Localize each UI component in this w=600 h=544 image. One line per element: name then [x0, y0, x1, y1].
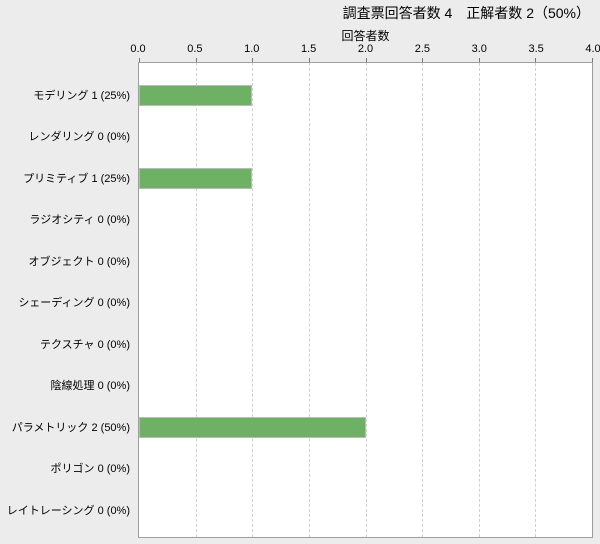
x-tick-mark: [592, 58, 593, 62]
chart-title: 調査票回答者数 4 正解者数 2（50%）: [342, 5, 590, 21]
x-tick-mark: [478, 58, 480, 62]
gridline: [535, 63, 537, 537]
category-label: オブジェクト 0 (0%): [28, 255, 130, 268]
category-label: 陰線処理 0 (0%): [50, 380, 130, 393]
x-tick-label: 4.0: [585, 43, 600, 55]
gridline: [195, 63, 197, 537]
bar-row: [139, 324, 592, 366]
bar-row: [139, 75, 592, 117]
category-label: レイトレーシング 0 (0%): [6, 504, 130, 517]
bar-row: [139, 407, 592, 449]
bar-row: [139, 366, 592, 408]
bar: [139, 417, 366, 439]
y-axis-category-labels: モデリング 1 (25%) レンダリング 0 (0%) プリミティブ 1 (25%)…: [0, 74, 130, 531]
gridline: [478, 63, 480, 537]
x-tick-mark: [535, 58, 537, 62]
x-axis-tick-labels: 0.0 0.5 1.0 1.5 2.0 2.5 3.0 3.5 4.0: [130, 43, 600, 57]
x-tick-label: 2.0: [357, 43, 374, 55]
x-tick-mark: [252, 58, 254, 62]
x-tick-label: 3.5: [528, 43, 544, 55]
bar-row: [139, 241, 592, 283]
x-axis-title: 回答者数: [341, 29, 390, 43]
category-label: ポリゴン 0 (0%): [50, 463, 130, 476]
category-label: モデリング 1 (25%): [33, 89, 130, 102]
bar-row: [139, 200, 592, 242]
category-label: レンダリング 0 (0%): [28, 131, 130, 144]
bar: [139, 85, 253, 107]
x-tick-mark: [365, 58, 367, 62]
bar-row: [139, 490, 592, 532]
x-tick-label: 2.5: [414, 43, 431, 55]
x-tick-mark: [139, 58, 140, 62]
x-tick-label: 1.0: [244, 43, 260, 55]
bar-row: [139, 449, 592, 491]
bar-row: [139, 158, 592, 200]
gridline: [252, 63, 254, 537]
bar-rows: [139, 75, 592, 532]
category-label: テクスチャ 0 (0%): [39, 338, 130, 351]
bar-row: [139, 283, 592, 325]
plot-area: [138, 58, 593, 538]
x-tick-mark: [195, 58, 197, 62]
x-tick-label: 1.5: [300, 43, 317, 55]
x-tick-mark: [422, 58, 424, 62]
bar: [139, 168, 253, 190]
category-label: シェーディング 0 (0%): [18, 297, 130, 310]
x-tick-label: 0.5: [187, 43, 203, 55]
x-tick-label: 3.0: [471, 43, 487, 55]
category-label: ラジオシティ 0 (0%): [29, 214, 130, 227]
x-tick-mark: [308, 58, 310, 62]
category-label: プリミティブ 1 (25%): [23, 172, 130, 185]
gridline: [308, 63, 310, 537]
x-tick-label: 0.0: [130, 43, 146, 55]
gridline: [422, 63, 424, 537]
category-label: パラメトリック 2 (50%): [11, 421, 130, 434]
gridline: [365, 63, 367, 537]
bar-row: [139, 117, 592, 159]
